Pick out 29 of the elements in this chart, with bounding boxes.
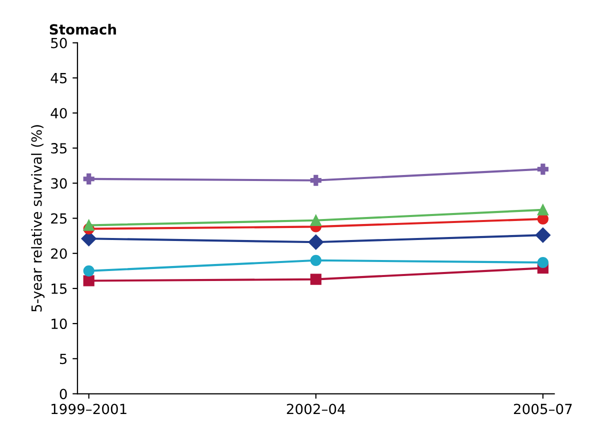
y-tick-label: 35	[51, 143, 67, 154]
y-tick-label: 40	[50, 108, 67, 118]
point	[310, 214, 322, 226]
point	[83, 220, 94, 231]
point	[537, 256, 548, 268]
y-tick-label: 45	[50, 73, 67, 84]
point	[310, 274, 322, 285]
x-tick-label: 2002–04	[286, 404, 346, 414]
point	[83, 173, 94, 185]
y-tick-label: 0	[60, 388, 67, 400]
y-tick-label: 25	[51, 213, 67, 224]
point	[537, 164, 548, 175]
y-tick-label: 30	[51, 178, 67, 189]
y-tick-label: 10	[52, 318, 67, 330]
y-tick-label: 50	[51, 38, 67, 48]
y-tick-label: 15	[52, 284, 67, 294]
point	[83, 275, 94, 286]
point	[308, 234, 324, 250]
chart-title: Stomach	[50, 24, 116, 35]
point	[310, 174, 322, 186]
y-axis-title: 5-year relative survival (%)	[31, 125, 45, 312]
point	[535, 228, 550, 243]
x-tick-label: 2005–07	[514, 404, 572, 414]
point	[310, 254, 322, 266]
point	[83, 265, 94, 276]
x-tick-label: 1999–2001	[52, 404, 126, 414]
point	[537, 204, 548, 216]
y-tick-label: 5	[60, 354, 67, 364]
y-tick-label: 20	[51, 248, 67, 259]
